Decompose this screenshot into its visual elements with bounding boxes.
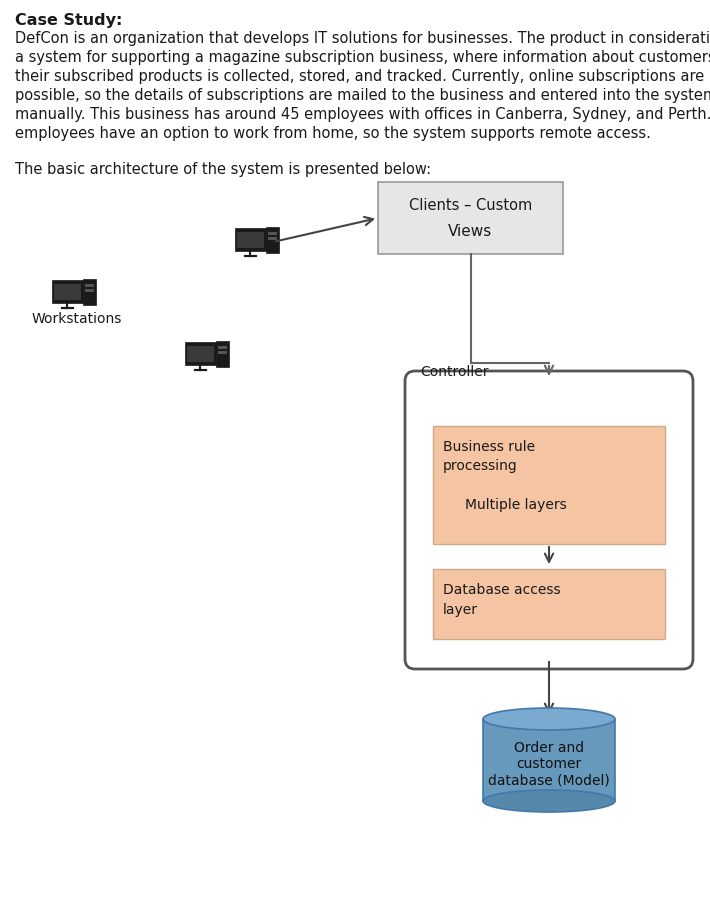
Text: database (Model): database (Model) [488, 773, 610, 787]
Bar [85, 288, 94, 292]
Text: processing: processing [443, 459, 518, 473]
Ellipse shape [483, 790, 615, 812]
Bar [85, 284, 94, 286]
Bar [378, 182, 563, 254]
Text: manually. This business has around 45 employees with offices in Canberra, Sydney: manually. This business has around 45 em… [15, 107, 710, 122]
Text: Business rule: Business rule [443, 440, 535, 454]
Text: Controller: Controller [420, 365, 488, 379]
Bar [234, 228, 266, 251]
Text: Multiple layers: Multiple layers [465, 498, 567, 512]
Bar [483, 719, 615, 801]
Bar [185, 343, 216, 366]
Text: Clients – Custom: Clients – Custom [409, 198, 532, 213]
Bar [216, 341, 229, 367]
Bar [433, 569, 665, 639]
Bar [433, 426, 665, 544]
Text: customer: customer [516, 757, 581, 771]
Text: possible, so the details of subscriptions are mailed to the business and entered: possible, so the details of subscription… [15, 88, 710, 103]
Text: Case Study:: Case Study: [15, 13, 122, 28]
Text: Order and: Order and [514, 741, 584, 755]
Bar [218, 346, 226, 348]
Text: a system for supporting a magazine subscription business, where information abou: a system for supporting a magazine subsc… [15, 50, 710, 65]
Bar [54, 284, 81, 300]
Bar [187, 346, 214, 362]
FancyBboxPatch shape [405, 371, 693, 669]
Ellipse shape [483, 708, 615, 730]
Bar [266, 227, 278, 252]
Text: DefCon is an organization that develops IT solutions for businesses. The product: DefCon is an organization that develops … [15, 31, 710, 46]
Text: Database access: Database access [443, 583, 561, 597]
Text: Workstations: Workstations [32, 312, 122, 326]
Text: Views: Views [449, 224, 493, 239]
Bar [218, 351, 226, 354]
Text: employees have an option to work from home, so the system supports remote access: employees have an option to work from ho… [15, 126, 651, 141]
Bar [236, 232, 264, 249]
Bar [268, 232, 276, 235]
Text: layer: layer [443, 603, 478, 617]
Bar [52, 280, 83, 303]
Bar [268, 237, 276, 240]
Text: The basic architecture of the system is presented below:: The basic architecture of the system is … [15, 162, 431, 177]
Text: their subscribed products is collected, stored, and tracked. Currently, online s: their subscribed products is collected, … [15, 69, 710, 84]
Bar [83, 279, 96, 305]
